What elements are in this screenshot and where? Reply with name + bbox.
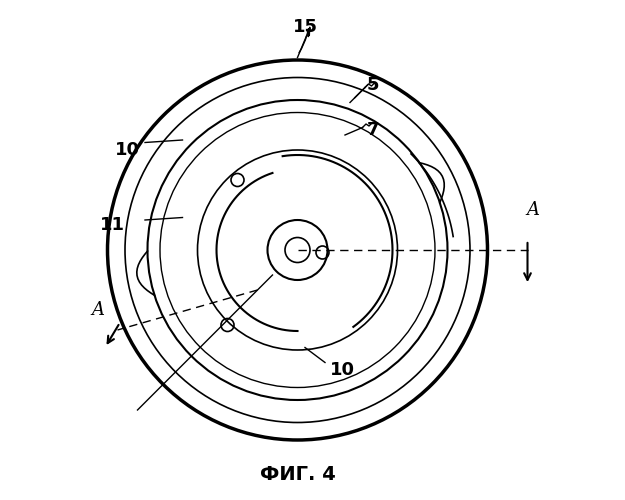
Text: 7: 7	[366, 121, 379, 139]
Text: ФИГ. 4: ФИГ. 4	[259, 466, 336, 484]
Text: A: A	[526, 201, 539, 219]
Text: A: A	[91, 301, 104, 319]
Text: 15: 15	[292, 18, 318, 36]
Text: 11: 11	[100, 216, 125, 234]
Text: 5: 5	[366, 76, 379, 94]
Text: 10: 10	[115, 141, 140, 159]
Text: 10: 10	[330, 361, 355, 379]
